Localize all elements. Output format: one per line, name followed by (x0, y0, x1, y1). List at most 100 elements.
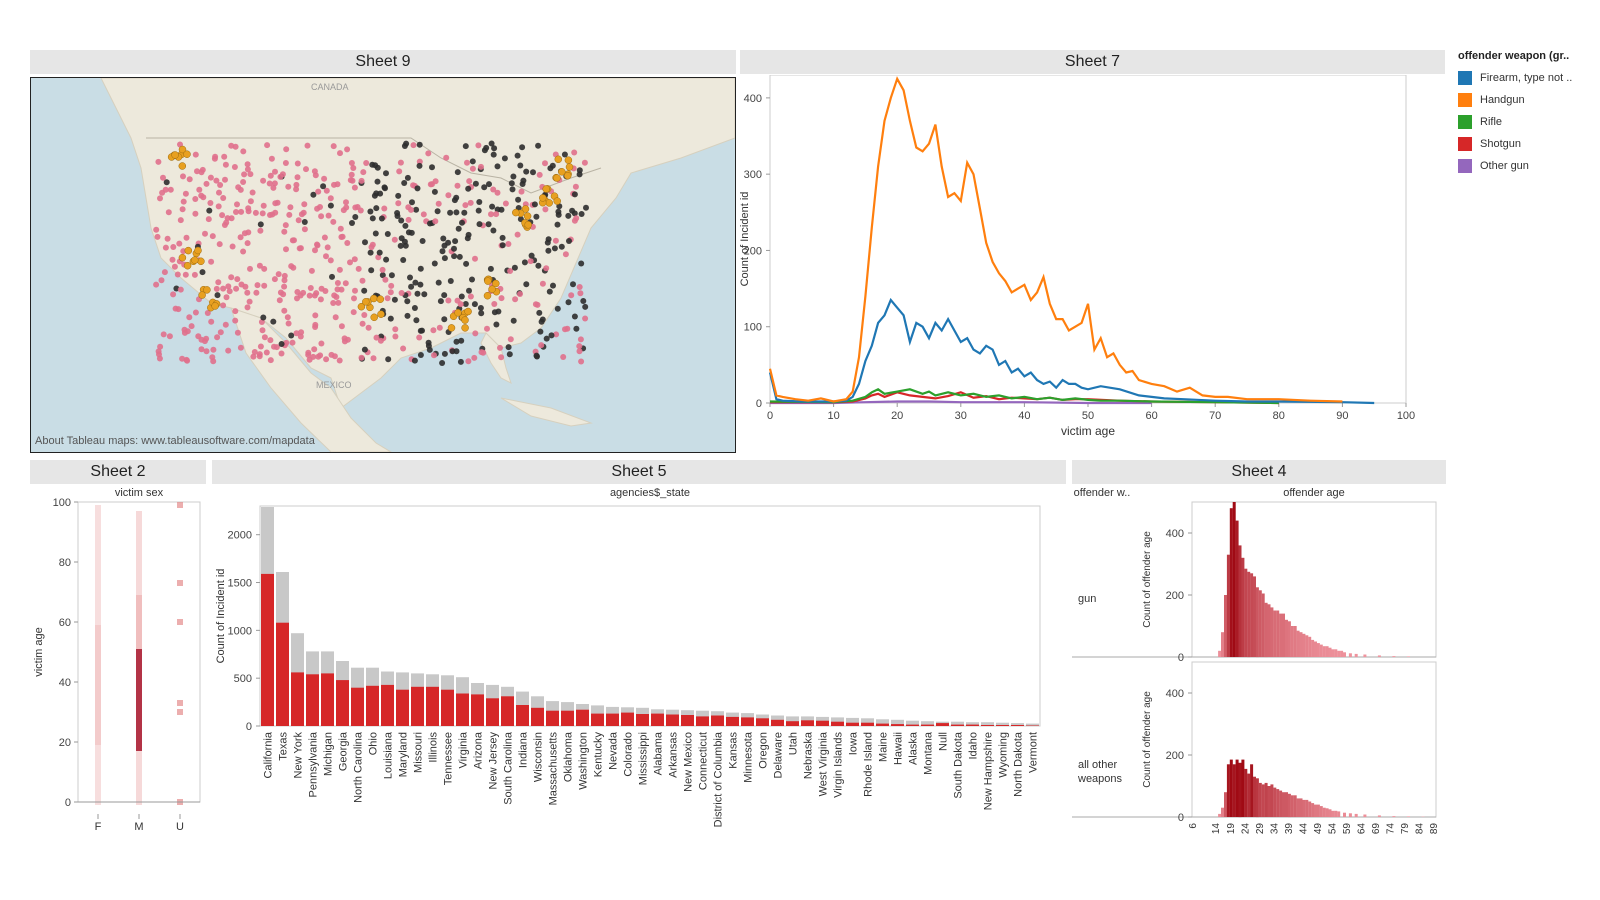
sheet4-panel: Sheet 4 gun all other weapons offender w… (1072, 460, 1446, 880)
bar-gun (456, 693, 469, 726)
map-point (434, 208, 441, 215)
strip-mark-m (136, 637, 142, 643)
histogram-bar (1314, 641, 1317, 657)
map-points[interactable] (153, 140, 589, 367)
map-point (206, 207, 213, 214)
strip-mark-f (95, 769, 101, 775)
map-point (401, 238, 408, 245)
strip-mark-f (95, 727, 101, 733)
map-point (535, 262, 542, 269)
map-point (287, 204, 294, 211)
map-point (232, 308, 239, 315)
map-attribution[interactable]: About Tableau maps: www.tableausoftware.… (35, 435, 316, 447)
map-point (267, 212, 273, 218)
map-point (247, 198, 254, 205)
histogram-bar (1247, 571, 1251, 658)
map-point (467, 293, 474, 300)
map-point (306, 292, 313, 299)
map-point (215, 203, 222, 210)
histogram-bar (1253, 576, 1256, 657)
x-tick-label: 84 (1415, 823, 1426, 835)
map-point (198, 336, 205, 343)
map-point (220, 302, 227, 309)
map-point (472, 255, 478, 262)
map-point (216, 241, 223, 248)
strip-mark-f (95, 757, 101, 763)
x-tick-label: 54 (1327, 823, 1338, 835)
histogram-bar (1253, 776, 1256, 817)
map-point (352, 287, 358, 294)
map-point-highlight (203, 286, 211, 294)
map-point (283, 246, 289, 253)
bar-gun (531, 707, 544, 726)
map-point (317, 204, 323, 210)
map-point (306, 356, 313, 363)
bar-gun (681, 715, 694, 726)
map-point (231, 164, 238, 170)
legend-item-shotgun[interactable]: Shotgun (1458, 133, 1598, 155)
map-point (566, 238, 572, 244)
bar-total (1026, 723, 1039, 726)
map-point (397, 242, 404, 249)
category-label: M (134, 821, 143, 833)
map-point (437, 298, 444, 305)
map-point (153, 226, 160, 233)
map-point (252, 209, 259, 216)
map-point (240, 179, 247, 185)
legend-item-rifle[interactable]: Rifle (1458, 111, 1598, 133)
map-point (498, 354, 505, 361)
map-point (359, 320, 366, 327)
map-point (462, 143, 469, 150)
map-land-cuba (500, 397, 593, 427)
strip-mark-m (136, 763, 142, 769)
strip-mark-f (95, 781, 101, 787)
category-label: North Carolina (353, 731, 365, 803)
histogram-bar (1261, 593, 1265, 657)
bar-gun (426, 686, 439, 726)
map-point (582, 303, 589, 310)
legend-item-other-gun[interactable]: Other gun (1458, 155, 1598, 177)
map-point (228, 142, 235, 149)
map-view[interactable]: CANADA MEXICO About Tableau maps: www.ta… (30, 77, 736, 453)
strip-mark-f (95, 733, 101, 739)
y-tick-label: 400 (1166, 528, 1184, 540)
map-point (329, 273, 335, 280)
strip-mark-u (177, 502, 183, 508)
map-point (358, 354, 365, 361)
category-label: Alabama (653, 731, 665, 775)
strip-mark-f (95, 649, 101, 655)
bar-gun (411, 686, 424, 726)
x-tick-label: 29 (1255, 823, 1266, 835)
legend-item-firearm[interactable]: Firearm, type not .. (1458, 67, 1598, 89)
map-point (223, 294, 230, 301)
legend-item-handgun[interactable]: Handgun (1458, 89, 1598, 111)
category-label: U (176, 821, 184, 833)
strip-mark-f (95, 529, 101, 535)
map-point (404, 174, 411, 181)
strip-mark-f (95, 619, 101, 625)
map-point (488, 140, 495, 147)
map-point (245, 229, 252, 236)
bar-gun (441, 689, 454, 726)
map-point (216, 189, 222, 196)
map-point (495, 308, 502, 315)
strip-mark-m (136, 667, 142, 673)
map-point (408, 206, 414, 213)
map-point (420, 211, 427, 218)
map-point (484, 325, 490, 332)
map-point (461, 209, 468, 216)
strip-mark-m (136, 745, 142, 751)
histogram-bar (1311, 803, 1315, 817)
map-point (229, 243, 236, 250)
strip-mark-m (136, 775, 142, 781)
map-point-highlight (183, 150, 191, 158)
histogram-bar (1325, 646, 1329, 657)
map-point (571, 149, 578, 156)
histogram-bar (1293, 626, 1297, 657)
y-tick-label: 0 (65, 797, 71, 809)
map-point (475, 142, 482, 149)
map-point (344, 240, 351, 246)
map-point (472, 180, 479, 187)
map-point-highlight (198, 291, 206, 299)
map-point (315, 188, 322, 195)
